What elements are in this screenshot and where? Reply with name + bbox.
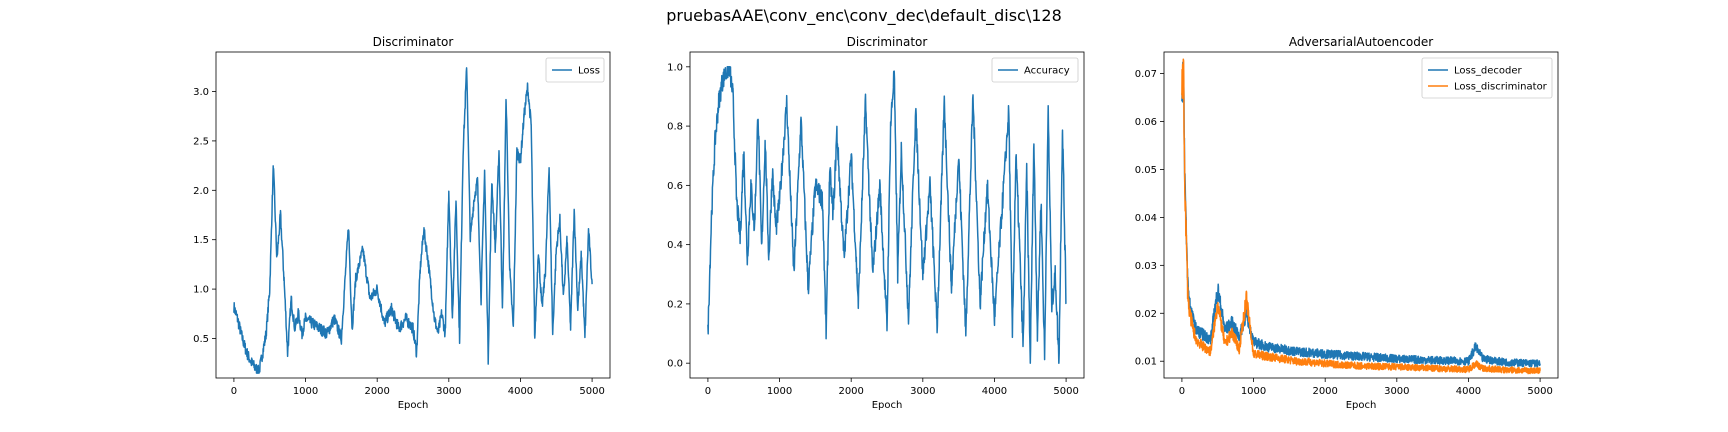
- y-tick-label: 0.03: [1135, 261, 1157, 272]
- series-line-loss: [233, 67, 593, 374]
- legend-label: Accuracy: [1024, 66, 1070, 77]
- x-tick-label: 3000: [1384, 386, 1409, 397]
- y-tick-label: 1.0: [667, 62, 683, 73]
- y-tick-label: 0.02: [1135, 309, 1157, 320]
- y-tick-label: 0.6: [667, 181, 683, 192]
- x-tick-label: 0: [705, 386, 711, 397]
- series-line-accuracy: [707, 66, 1067, 364]
- subplot-title: Discriminator: [373, 35, 454, 49]
- legend-box: [1421, 57, 1553, 99]
- subplot-title: AdversarialAutoencoder: [1289, 35, 1433, 49]
- x-axis-label: Epoch: [872, 400, 903, 411]
- y-tick-label: 0.06: [1135, 117, 1157, 128]
- axes-frame: [1163, 51, 1559, 379]
- x-tick-label: 4000: [982, 386, 1007, 397]
- series-line-loss-decoder: [1181, 61, 1541, 368]
- x-tick-label: 4000: [1456, 386, 1481, 397]
- x-tick-label: 1000: [1241, 386, 1266, 397]
- x-tick-label: 2000: [838, 386, 863, 397]
- x-tick-label: 5000: [579, 386, 604, 397]
- x-tick-label: 3000: [910, 386, 935, 397]
- x-tick-label: 0: [1179, 386, 1185, 397]
- legend: Loss_decoder Loss_discriminator: [1421, 57, 1553, 99]
- legend-label: Loss: [578, 66, 600, 77]
- y-tick-label: 0.4: [667, 240, 683, 251]
- x-tick-label: 5000: [1527, 386, 1552, 397]
- y-tick-label: 0.05: [1135, 165, 1157, 176]
- x-tick-label: 1000: [767, 386, 792, 397]
- y-tick-label: 1.0: [193, 285, 209, 296]
- y-tick-label: 0.8: [667, 122, 683, 133]
- x-tick-label: 5000: [1053, 386, 1078, 397]
- x-tick-label: 2000: [364, 386, 389, 397]
- x-axis-label: Epoch: [1346, 400, 1377, 411]
- plot-area: [233, 67, 593, 374]
- y-tick-label: 0.2: [667, 299, 683, 310]
- x-tick-label: 4000: [508, 386, 533, 397]
- legend-label: Loss_discriminator: [1454, 82, 1548, 93]
- y-tick-label: 0.04: [1135, 213, 1157, 224]
- y-tick-label: 2.0: [193, 186, 209, 197]
- x-axis-label: Epoch: [398, 400, 429, 411]
- y-tick-label: 3.0: [193, 87, 209, 98]
- plot-area: [707, 66, 1067, 364]
- plot-area: [1181, 58, 1541, 375]
- series-line-loss-discriminator: [1181, 58, 1541, 375]
- x-tick-label: 1000: [293, 386, 318, 397]
- legend-box: [545, 57, 605, 83]
- y-tick-label: 0.07: [1135, 69, 1157, 80]
- x-tick-label: 0: [231, 386, 237, 397]
- legend-box: [991, 57, 1079, 83]
- legend: Loss: [545, 57, 605, 83]
- y-tick-label: 0.0: [667, 359, 683, 370]
- subplot-1: 0 1000 2000 3000 4000 5000 0.5 1.0 1.5 2.0 2.5 3.0 D…: [193, 35, 611, 411]
- y-tick-label: 0.01: [1135, 357, 1157, 368]
- x-tick-label: 2000: [1312, 386, 1337, 397]
- x-tick-label: 3000: [436, 386, 461, 397]
- legend-label: Loss_decoder: [1454, 66, 1523, 77]
- subplot-3: 0 1000 2000 3000 4000 5000 0.01 0.02 0.03 0.04 0.0…: [1135, 35, 1559, 411]
- subplot-2: 0 1000 2000 3000 4000 5000 0.0 0.2 0.4 0.6 0.8 1.0 D…: [667, 35, 1085, 411]
- y-tick-label: 2.5: [193, 136, 209, 147]
- y-tick-label: 0.5: [193, 334, 209, 345]
- figure-suptitle: pruebasAAE\conv_enc\conv_dec\default_dis…: [666, 6, 1062, 25]
- subplot-title: Discriminator: [847, 35, 928, 49]
- legend: Accuracy: [991, 57, 1079, 83]
- axes-frame: [215, 51, 611, 379]
- y-tick-label: 1.5: [193, 235, 209, 246]
- axes-frame: [689, 51, 1085, 379]
